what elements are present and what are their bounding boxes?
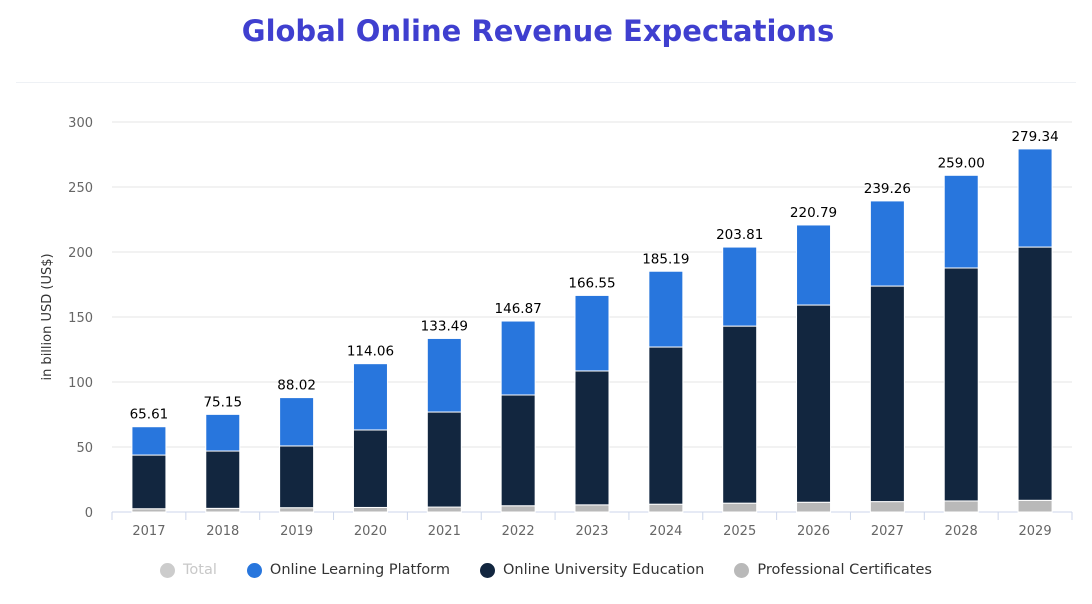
y-tick-label: 100: [68, 376, 93, 391]
bar-segment-online-learning-platform[interactable]: [426, 337, 462, 413]
bar-segment-online-learning-platform[interactable]: [943, 174, 979, 269]
chart-title: Global Online Revenue Expectations: [241, 14, 835, 48]
x-tick-label: 2023: [575, 524, 608, 539]
bar-segment-online-learning-platform[interactable]: [279, 397, 315, 447]
legend-label: Online University Education: [503, 562, 705, 578]
bar-segment-online-learning-platform[interactable]: [131, 426, 167, 456]
x-tick-label: 2018: [206, 524, 239, 539]
y-tick-label: 150: [68, 311, 93, 326]
bar-segment-online-university-education[interactable]: [279, 445, 315, 509]
bar-segment-professional-certificates[interactable]: [943, 500, 979, 513]
x-tick-label: 2029: [1019, 524, 1052, 539]
y-tick-label: 50: [76, 441, 93, 456]
x-tick-label: 2020: [354, 524, 387, 539]
legend-marker-icon: [160, 562, 176, 578]
bar-segment-professional-certificates[interactable]: [869, 501, 905, 513]
x-tick-label: 2025: [723, 524, 756, 539]
legend-item[interactable]: Professional Certificates: [734, 562, 932, 578]
x-tick-label: 2019: [280, 524, 313, 539]
bar-segment-online-learning-platform[interactable]: [869, 200, 905, 287]
bar-segment-professional-certificates[interactable]: [205, 507, 241, 513]
total-data-label: 88.02: [277, 378, 316, 394]
total-data-label: 239.26: [864, 181, 911, 197]
bar-segment-professional-certificates[interactable]: [352, 506, 388, 513]
bar-segment-online-university-education[interactable]: [869, 285, 905, 503]
bar-segment-online-university-education[interactable]: [500, 394, 536, 507]
legend-item[interactable]: Online University Education: [480, 562, 704, 578]
total-data-label: 146.87: [495, 301, 542, 317]
bar-segment-online-university-education[interactable]: [131, 454, 167, 510]
bar-segment-online-learning-platform[interactable]: [500, 320, 536, 396]
total-data-label: 203.81: [716, 227, 763, 243]
x-tick-label: 2026: [797, 524, 830, 539]
x-tick-label: 2022: [502, 524, 535, 539]
y-tick-label: 250: [68, 181, 93, 196]
y-tick-label: 0: [85, 506, 93, 521]
legend-marker-icon: [246, 562, 262, 578]
bar-segment-online-university-education[interactable]: [205, 450, 241, 509]
bar-segment-online-university-education[interactable]: [796, 304, 832, 503]
legend-label: Total: [183, 562, 217, 578]
bar-segment-online-university-education[interactable]: [1017, 246, 1053, 501]
total-data-label: 166.55: [568, 275, 615, 291]
bar-segment-online-university-education[interactable]: [426, 411, 462, 508]
legend: Total Online Learning Platform Online Univ…: [0, 562, 1092, 578]
x-tick-label: 2028: [945, 524, 978, 539]
bar-segment-online-learning-platform[interactable]: [648, 270, 684, 348]
bar-segment-online-learning-platform[interactable]: [1017, 148, 1053, 248]
bar-segment-professional-certificates[interactable]: [574, 504, 610, 513]
x-tick-label: 2024: [649, 524, 682, 539]
bar-segment-professional-certificates[interactable]: [796, 501, 832, 513]
y-tick-label: 300: [68, 116, 93, 131]
legend-marker-icon: [480, 562, 495, 578]
total-data-label: 114.06: [347, 344, 394, 360]
bar-segment-online-learning-platform[interactable]: [796, 224, 832, 306]
total-data-label: 133.49: [421, 318, 468, 334]
bar-segment-online-learning-platform[interactable]: [352, 363, 388, 431]
total-data-label: 220.79: [790, 205, 837, 221]
bar-segment-professional-certificates[interactable]: [722, 502, 758, 513]
legend-label: Professional Certificates: [757, 562, 932, 578]
legend-label: Online Learning Platform: [269, 562, 450, 578]
legend-item[interactable]: Total: [160, 562, 217, 578]
bar-segment-professional-certificates[interactable]: [648, 503, 684, 513]
x-tick-label: 2027: [871, 524, 904, 539]
bar-segment-online-learning-platform[interactable]: [205, 413, 241, 452]
y-axis-label: in billion USD (US$): [40, 253, 55, 380]
x-tick-label: 2021: [428, 524, 461, 539]
legend-item[interactable]: Online Learning Platform: [246, 562, 450, 578]
total-data-label: 279.34: [1011, 129, 1058, 145]
total-data-label: 259.00: [938, 155, 985, 171]
bar-segment-online-learning-platform[interactable]: [722, 246, 758, 327]
bar-segment-professional-certificates[interactable]: [279, 507, 315, 513]
bar-segment-online-university-education[interactable]: [722, 325, 758, 504]
total-data-label: 185.19: [642, 251, 689, 267]
bar-segment-online-university-education[interactable]: [648, 346, 684, 505]
total-data-label: 75.15: [203, 394, 242, 410]
divider: [16, 82, 1076, 83]
legend-marker-icon: [734, 562, 750, 578]
bar-segment-online-university-education[interactable]: [352, 429, 388, 508]
bar-segment-professional-certificates[interactable]: [426, 506, 462, 513]
total-data-label: 65.61: [130, 407, 169, 423]
bar-segment-online-university-education[interactable]: [943, 267, 979, 502]
bar-segment-professional-certificates[interactable]: [1017, 499, 1053, 513]
bar-segment-professional-certificates[interactable]: [500, 505, 536, 513]
stacked-bar-chart: 0 50 100 150 200 250 300 in billion USD (US$) 65…: [40, 116, 1073, 539]
bar-segment-online-learning-platform[interactable]: [574, 294, 610, 372]
y-tick-label: 200: [68, 246, 93, 261]
x-tick-label: 2017: [132, 524, 165, 539]
bar-segment-online-university-education[interactable]: [574, 370, 610, 506]
